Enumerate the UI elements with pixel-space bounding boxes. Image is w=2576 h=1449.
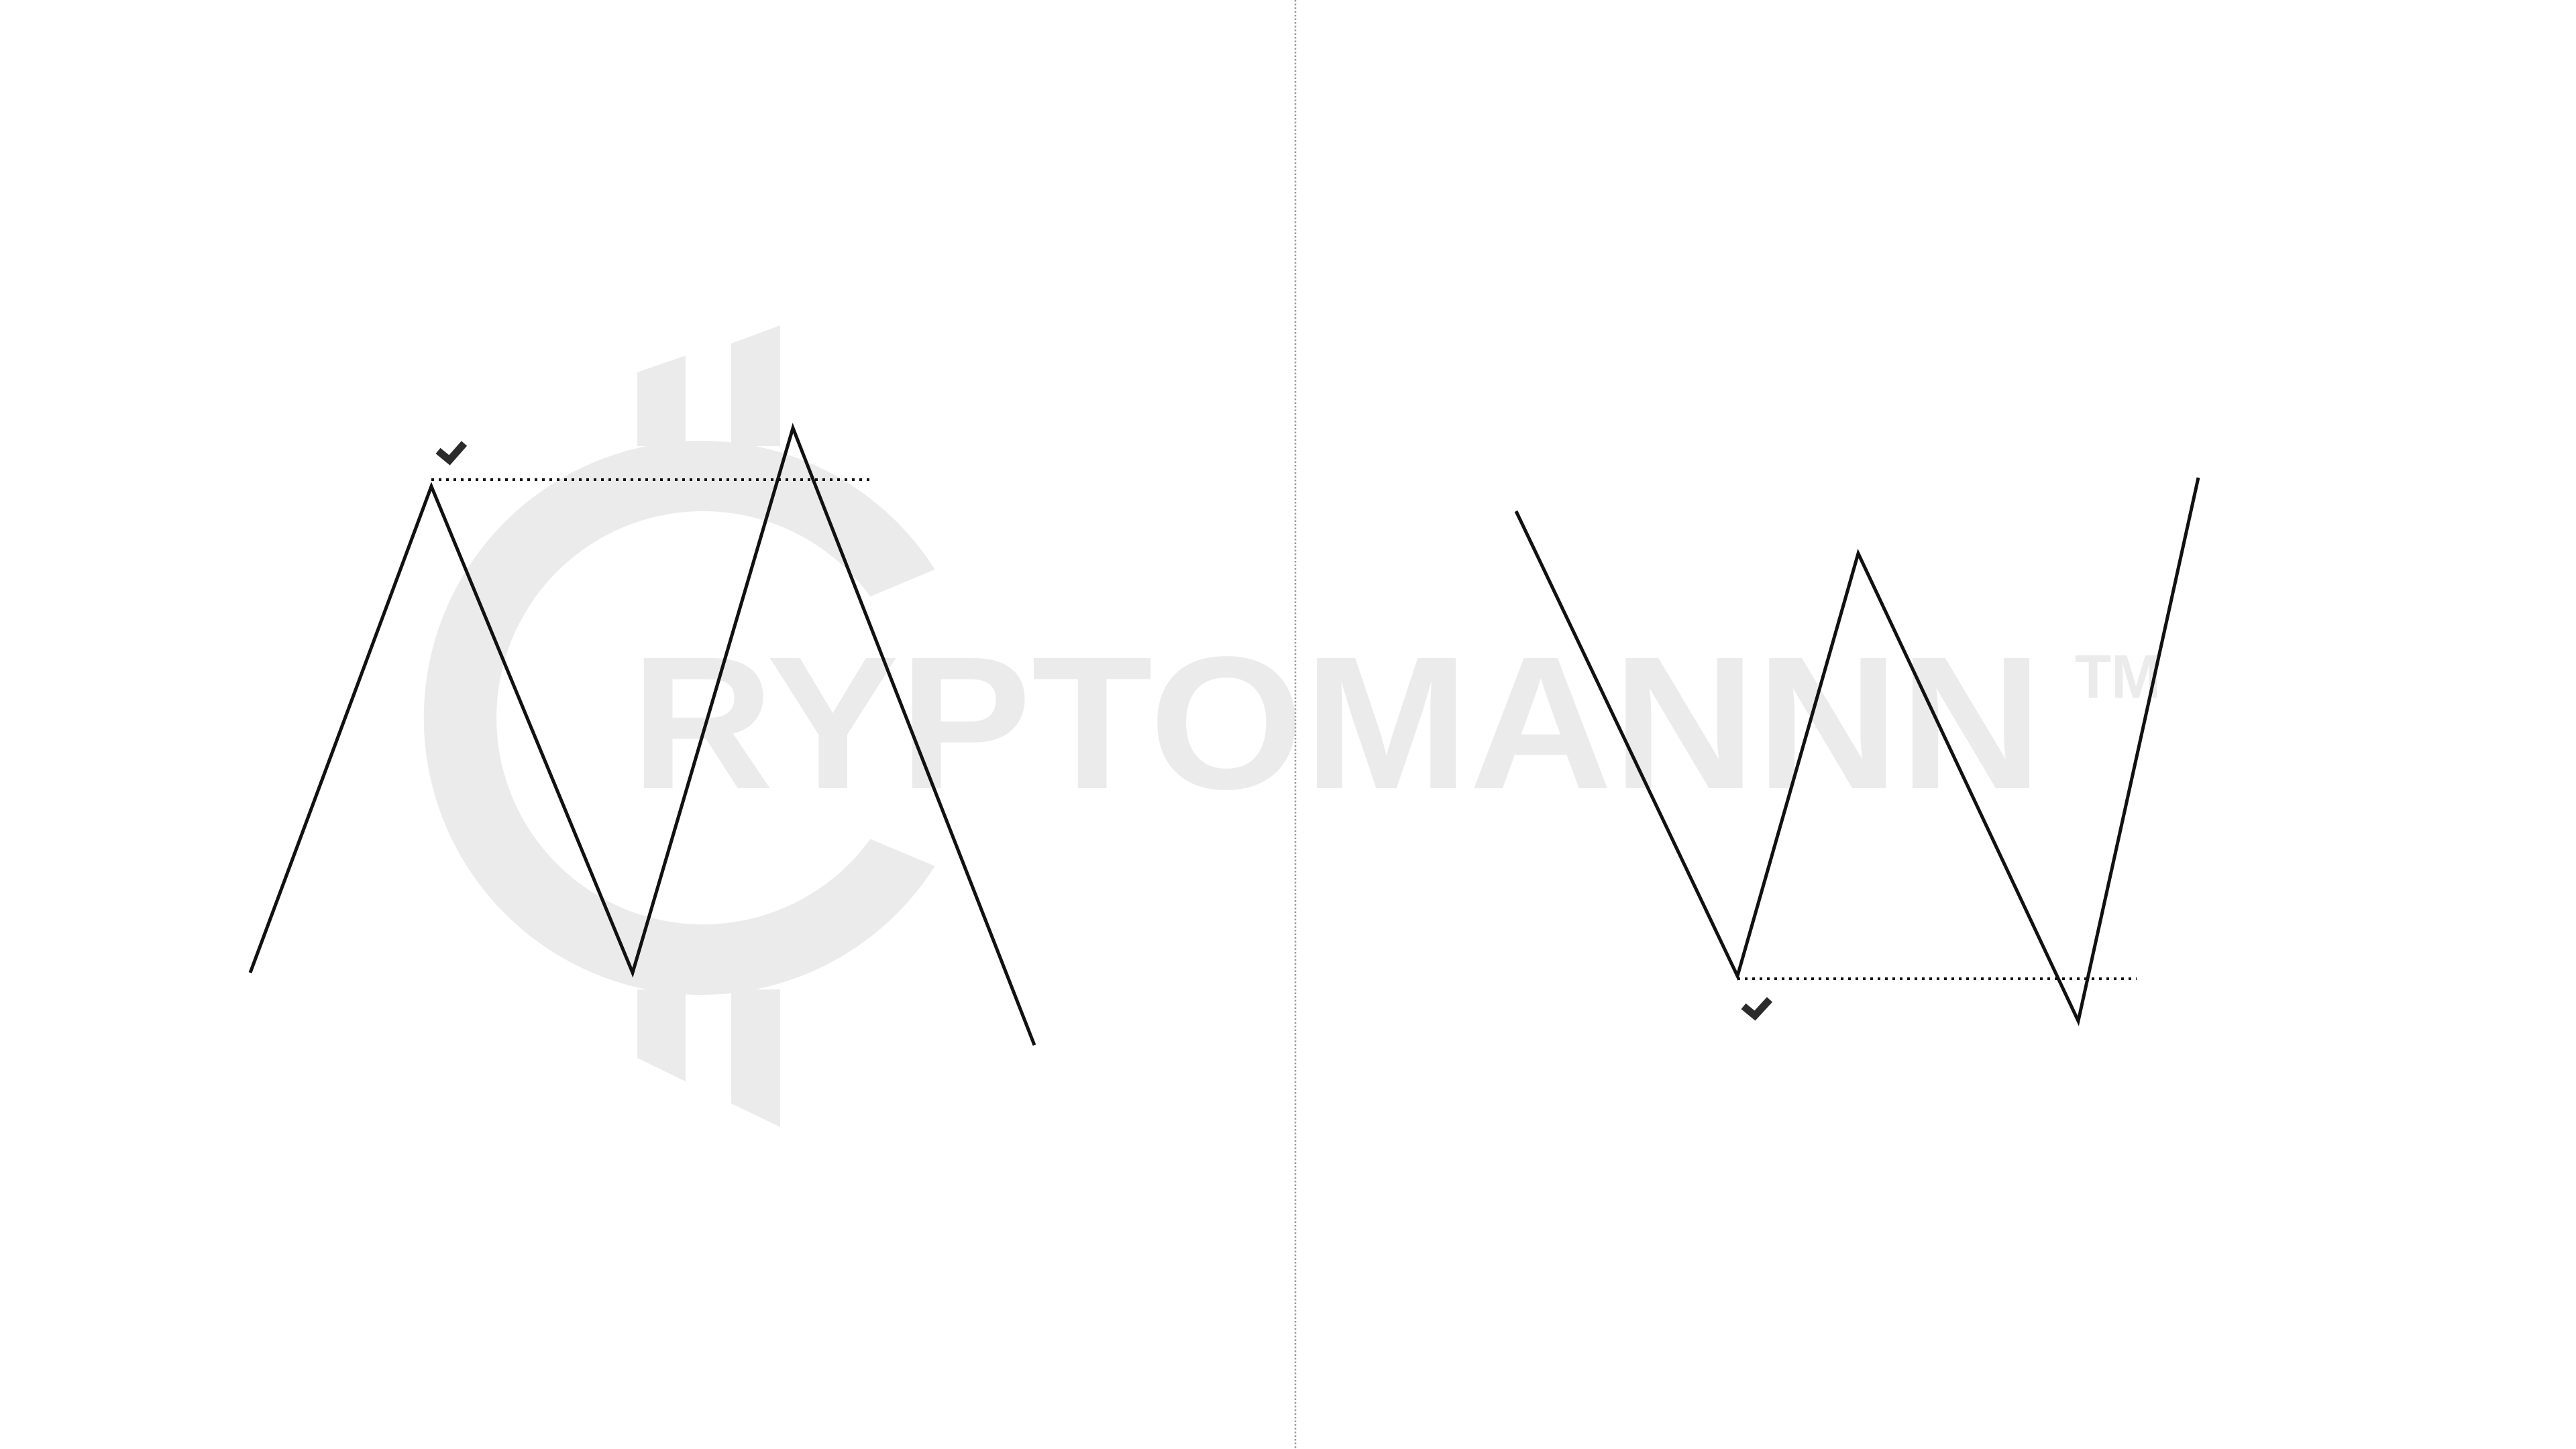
watermark-wordmark: RYPTOMANNN [631, 617, 2043, 828]
double-bottom-pattern [1514, 477, 2200, 1026]
watermark-logo: RYPTOMANNN TM [423, 325, 2161, 1127]
check-icon [1741, 997, 1773, 1021]
double-bottom-price-line [1514, 477, 2200, 1026]
double-top-price-line [248, 423, 1036, 1046]
watermark-bar-top-right [731, 325, 780, 446]
watermark-trademark: TM [2075, 643, 2161, 711]
watermark-bar-top-left [637, 356, 686, 446]
check-icon [435, 441, 468, 466]
double-top-pattern [248, 423, 1036, 1046]
watermark-bar-bottom-right [731, 989, 780, 1127]
watermark-bar-bottom-left [637, 989, 686, 1081]
